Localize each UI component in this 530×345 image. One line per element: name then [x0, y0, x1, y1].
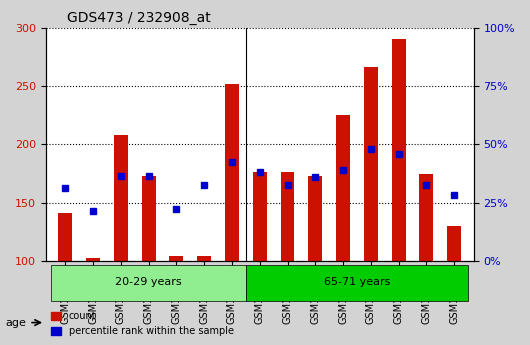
- Text: 65-71 years: 65-71 years: [324, 277, 390, 287]
- FancyBboxPatch shape: [246, 265, 468, 302]
- Bar: [114, 135, 128, 261]
- Bar: [364, 67, 378, 261]
- Text: GDS473 / 232908_at: GDS473 / 232908_at: [67, 11, 211, 25]
- FancyBboxPatch shape: [51, 265, 246, 302]
- Bar: [392, 39, 405, 261]
- Bar: [253, 172, 267, 261]
- Bar: [280, 172, 295, 261]
- Bar: [308, 176, 322, 261]
- Bar: [419, 174, 434, 261]
- Text: age: age: [5, 318, 26, 327]
- Legend: count, percentile rank within the sample: count, percentile rank within the sample: [47, 307, 237, 340]
- Bar: [197, 256, 211, 261]
- Bar: [170, 256, 183, 261]
- Bar: [142, 176, 156, 261]
- Text: 20-29 years: 20-29 years: [116, 277, 182, 287]
- Bar: [225, 83, 239, 261]
- Bar: [58, 213, 72, 261]
- Bar: [86, 258, 100, 261]
- Bar: [447, 226, 461, 261]
- Bar: [336, 115, 350, 261]
